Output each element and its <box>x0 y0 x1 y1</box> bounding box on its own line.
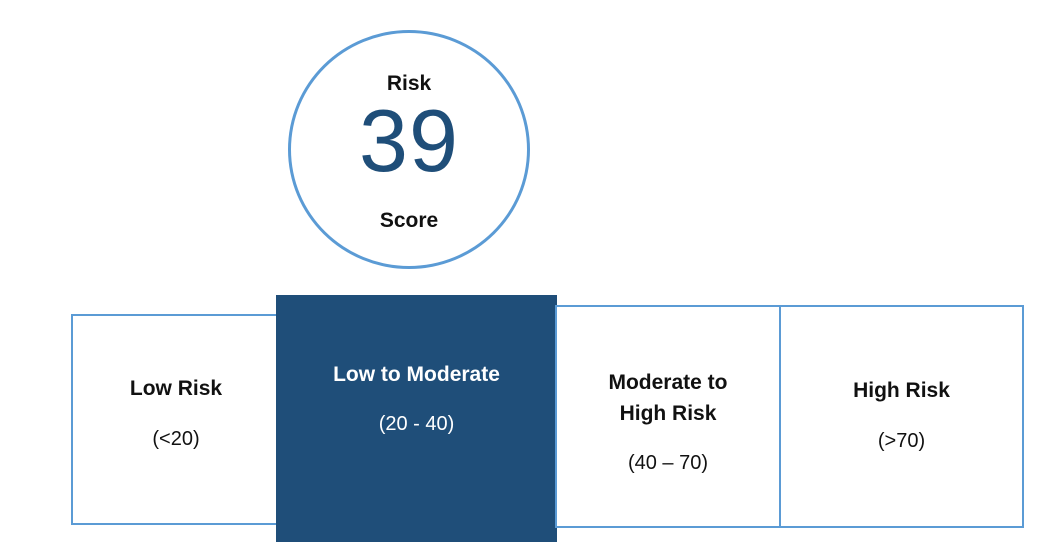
band-moderate-to-high-risk-range: (40 – 70) <box>627 452 709 474</box>
band-low-to-moderate-range: (20 - 40) <box>378 413 455 435</box>
band-high-risk: High Risk (>70) <box>779 305 1024 528</box>
band-moderate-to-high-risk: Moderate to High Risk (40 – 70) <box>555 305 781 528</box>
risk-score-top-label: Risk <box>386 72 432 95</box>
band-high-risk-range: (>70) <box>877 430 926 452</box>
band-moderate-to-high-risk-label-line1: Moderate to <box>608 371 728 394</box>
band-low-risk-label: Low Risk <box>129 377 223 400</box>
band-low-to-moderate-label: Low to Moderate <box>333 363 500 386</box>
band-low-risk-range: (<20) <box>152 428 200 450</box>
risk-score-circle: Risk 39 Score <box>288 30 530 269</box>
risk-score-value: 39 <box>359 91 459 190</box>
band-low-risk: Low Risk (<20) <box>71 314 281 525</box>
risk-score-bottom-label: Score <box>379 209 439 232</box>
band-moderate-to-high-risk-label: Moderate to High Risk <box>557 367 779 429</box>
band-moderate-to-high-risk-label-line2: High Risk <box>619 402 717 425</box>
band-low-to-moderate: Low to Moderate (20 - 40) <box>276 295 557 542</box>
band-high-risk-label: High Risk <box>853 379 950 402</box>
